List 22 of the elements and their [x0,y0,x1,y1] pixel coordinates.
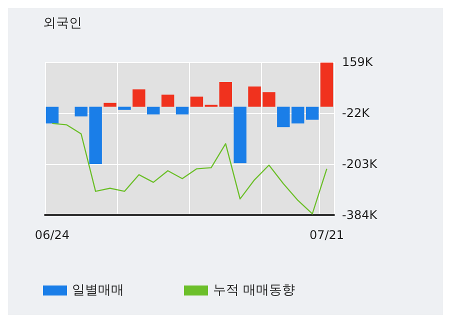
bar [190,96,204,107]
bar [219,82,232,107]
bar [320,62,334,107]
x-tick-label: 07/21 [309,228,344,242]
line-series [52,122,328,214]
y-tick-label: -384K [342,208,378,222]
bar [104,102,116,107]
legend-label: 누적 매매동향 [213,283,296,298]
legend-label: 일별매매 [72,283,124,298]
bar [46,106,59,124]
y-tick-label: -22K [342,106,371,120]
bar [161,94,174,107]
bar [176,106,189,114]
x-tick-label: 06/24 [34,228,70,242]
bar [147,106,160,114]
bar [118,106,131,110]
bar [234,106,246,164]
bar [132,89,146,107]
y-tick-label: -203K [342,157,378,171]
chart-title: 외국인 [43,16,82,31]
y-tick-label: 159K [342,55,374,69]
bar [306,106,319,120]
